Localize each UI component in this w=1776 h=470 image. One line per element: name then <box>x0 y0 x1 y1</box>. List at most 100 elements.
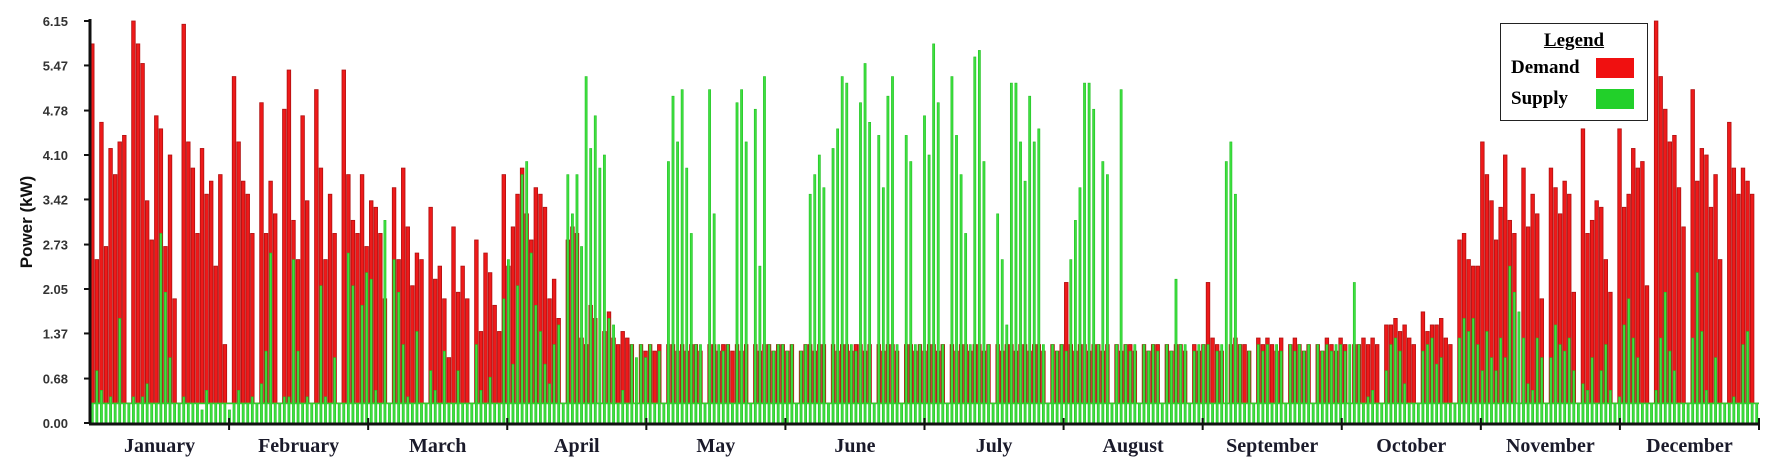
supply-bar <box>1074 220 1077 424</box>
supply-bar <box>1160 403 1164 424</box>
demand-bar <box>1681 226 1686 404</box>
y-tick-label: 2.05 <box>43 282 68 297</box>
supply-bar <box>1485 331 1489 424</box>
demand-bar <box>1530 193 1535 404</box>
y-axis-label: Power (kW) <box>17 176 36 269</box>
supply-bar <box>246 403 250 424</box>
supply-bar <box>1256 344 1260 424</box>
supply-bar <box>1366 396 1370 424</box>
supply-bar <box>973 56 977 424</box>
demand-bar <box>1727 121 1732 404</box>
supply-bar <box>1682 403 1685 424</box>
supply-bar <box>433 390 437 424</box>
supply-bar <box>1362 403 1365 424</box>
supply-bar <box>191 403 195 424</box>
supply-bar <box>1535 337 1539 424</box>
supply-bar <box>488 376 492 424</box>
supply-bar <box>497 403 501 424</box>
supply-bar <box>593 115 597 424</box>
supply-bar <box>1069 259 1073 424</box>
supply-bar <box>694 344 698 424</box>
month-label: March <box>409 435 466 457</box>
supply-bar <box>392 259 396 424</box>
supply-bar <box>1755 403 1759 424</box>
supply-bar <box>886 95 890 424</box>
supply-bar <box>141 396 144 424</box>
supply-bar <box>1599 370 1603 424</box>
demand-bar <box>300 115 305 404</box>
supply-bar <box>452 403 455 424</box>
supply-bar <box>1170 350 1173 424</box>
supply-bar <box>584 76 588 424</box>
supply-bar <box>1462 318 1466 424</box>
supply-bar <box>776 344 780 424</box>
supply-bar <box>351 285 355 424</box>
supply-bar <box>1453 403 1457 424</box>
demand-bar <box>373 206 378 404</box>
demand-bar <box>208 180 214 404</box>
supply-bar <box>534 305 538 424</box>
supply-bar <box>1700 331 1704 424</box>
supply-bar <box>1046 403 1050 424</box>
supply-bar <box>470 403 474 424</box>
supply-bar <box>1348 344 1352 424</box>
supply-bar <box>173 403 176 424</box>
supply-bar <box>1741 344 1745 424</box>
y-tick-label: 6.15 <box>43 14 68 29</box>
supply-bar <box>607 318 611 424</box>
supply-bar <box>1508 265 1512 424</box>
supply-bar <box>1572 370 1576 424</box>
demand-bar <box>222 344 228 404</box>
supply-bar <box>122 403 126 424</box>
supply-bar <box>1352 282 1356 424</box>
supply-bar <box>1627 298 1631 424</box>
supply-bar <box>1544 403 1548 424</box>
supply-bar <box>456 370 460 424</box>
supply-bar <box>159 233 163 424</box>
demand-bar <box>186 141 191 404</box>
demand-bar <box>108 148 113 404</box>
y-tick-label: 4.10 <box>43 148 68 163</box>
demand-bar <box>483 252 488 404</box>
supply-bar <box>1421 350 1425 424</box>
supply-bar <box>1480 370 1484 424</box>
demand-bar <box>259 102 264 404</box>
supply-bar <box>365 272 369 424</box>
supply-bar <box>575 174 579 424</box>
supply-bar <box>1448 403 1452 424</box>
demand-bar <box>1210 337 1215 404</box>
supply-bar <box>1224 161 1228 424</box>
demand-bar <box>1644 285 1650 404</box>
supply-bar <box>1549 357 1553 424</box>
demand-bar <box>231 76 237 404</box>
supply-bar <box>662 403 666 424</box>
supply-bar <box>955 135 958 424</box>
supply-bar <box>1096 344 1100 424</box>
supply-bar <box>113 403 117 424</box>
supply-bar <box>996 213 1000 424</box>
demand-bar <box>419 259 424 404</box>
demand-bar <box>213 265 218 404</box>
demand-bar <box>140 63 145 404</box>
supply-bar <box>209 403 213 424</box>
supply-bar <box>410 403 414 424</box>
supply-bar <box>424 403 428 424</box>
supply-bar <box>635 357 638 424</box>
supply-bar <box>1412 403 1416 424</box>
supply-bar <box>1133 344 1137 424</box>
supply-bar <box>292 259 295 424</box>
supply-bar <box>154 403 158 424</box>
supply-bar <box>388 403 391 424</box>
supply-bar <box>1522 337 1525 424</box>
supply-bar <box>735 102 739 424</box>
supply-bar <box>1686 403 1690 424</box>
supply-bar <box>1595 403 1599 424</box>
demand-bar <box>327 193 333 404</box>
month-label: February <box>258 435 339 457</box>
supply-bar <box>881 187 885 424</box>
supply-bar <box>1750 403 1754 424</box>
supply-bar <box>356 403 359 424</box>
supply-bar <box>763 76 766 424</box>
supply-bar <box>1458 337 1461 424</box>
y-tick-label: 1.37 <box>43 326 68 341</box>
